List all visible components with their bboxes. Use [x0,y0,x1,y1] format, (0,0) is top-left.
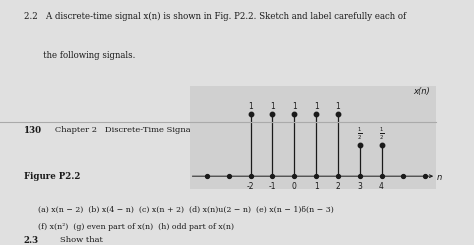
Text: Figure P2.2: Figure P2.2 [24,172,80,181]
Text: 1: 1 [270,102,275,111]
Text: -2: -2 [247,183,255,191]
Text: 2.3: 2.3 [24,236,39,245]
Text: 130: 130 [24,126,42,135]
Text: -1: -1 [269,183,276,191]
Text: 0: 0 [292,183,297,191]
Text: (a) x(n − 2)  (b) x(4 − n)  (c) x(n + 2)  (d) x(n)u(2 − n)  (e) x(n − 1)δ(n − 3): (a) x(n − 2) (b) x(4 − n) (c) x(n + 2) (… [38,206,334,214]
Text: Chapter 2   Discrete-Time Signals and Systems: Chapter 2 Discrete-Time Signals and Syst… [47,126,254,134]
Text: $\frac{1}{2}$: $\frac{1}{2}$ [379,126,384,142]
Text: (f) x(n²)  (g) even part of x(n)  (h) odd part of x(n): (f) x(n²) (g) even part of x(n) (h) odd … [38,223,234,231]
Text: 2: 2 [336,183,340,191]
Text: 1: 1 [336,102,340,111]
Text: n: n [437,173,442,182]
Text: 1: 1 [314,102,319,111]
Text: 1: 1 [248,102,253,111]
Text: 1: 1 [292,102,297,111]
Text: 4: 4 [379,183,384,191]
Text: Show that: Show that [52,236,103,245]
Text: $\frac{1}{2}$: $\frac{1}{2}$ [357,126,363,142]
Text: x(n): x(n) [413,87,429,96]
Text: the following signals.: the following signals. [24,51,135,61]
Text: 3: 3 [357,183,362,191]
Text: 1: 1 [314,183,319,191]
Text: 2.2   A discrete-time signal x(n) is shown in Fig. P2.2. Sketch and label carefu: 2.2 A discrete-time signal x(n) is shown… [24,12,406,21]
